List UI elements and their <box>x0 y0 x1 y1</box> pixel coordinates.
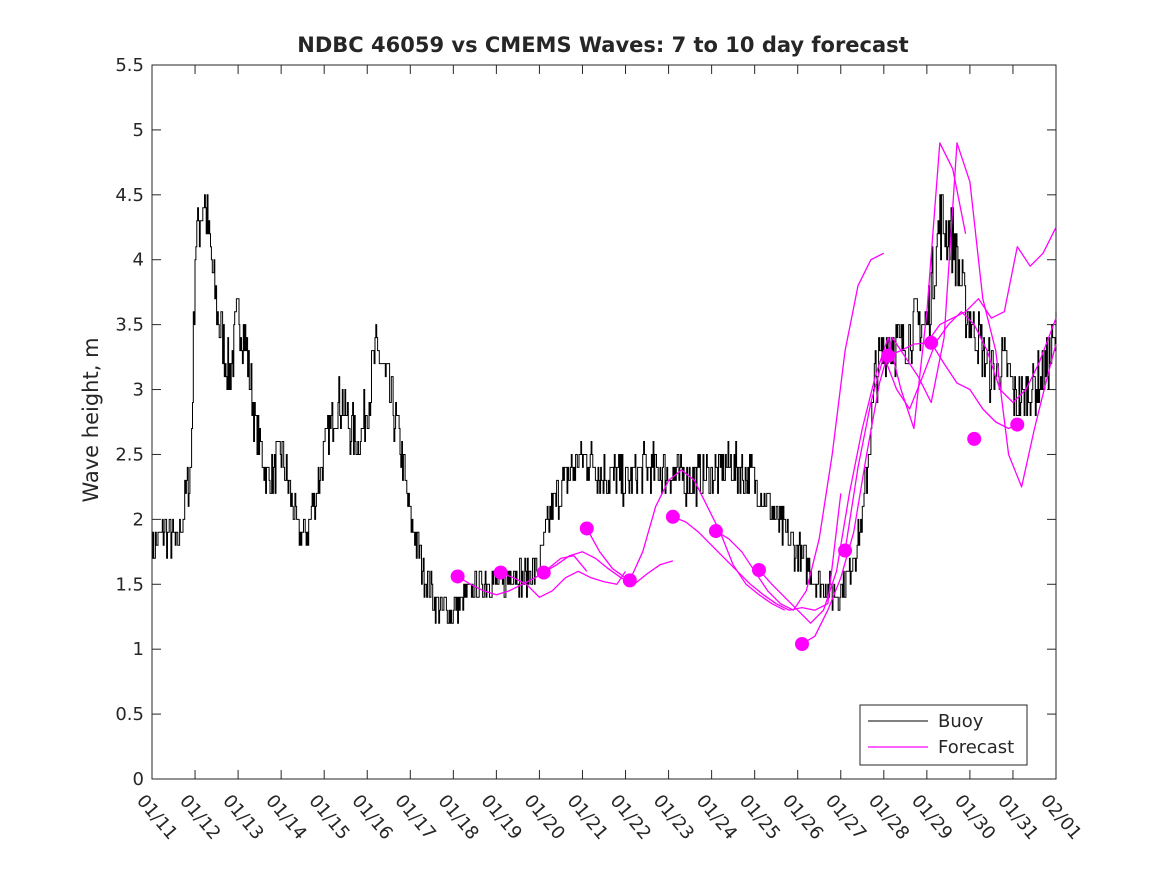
forecast-run-line-1 <box>457 555 588 596</box>
y-tick-label: 2 <box>133 509 144 530</box>
buoy-series-line <box>152 194 1057 624</box>
forecast-marker <box>579 521 594 536</box>
forecast-run-line-6 <box>672 493 842 611</box>
forecast-marker <box>493 565 508 580</box>
forecast-marker <box>536 565 551 580</box>
forecast-marker <box>665 509 680 524</box>
forecast-run-line-3 <box>543 551 674 585</box>
forecast-marker <box>967 431 982 446</box>
y-axis-label: Wave height, m <box>79 337 103 502</box>
chart-title: NDBC 46059 vs CMEMS Waves: 7 to 10 day f… <box>297 33 908 57</box>
y-tick-label: 0.5 <box>115 704 144 725</box>
forecast-marker <box>622 573 637 588</box>
legend-box <box>859 704 1028 766</box>
forecast-marker <box>1010 417 1025 432</box>
y-tick-label: 1.5 <box>115 574 144 595</box>
forecast-run-line-5 <box>629 469 786 611</box>
forecast-marker <box>838 543 853 558</box>
legend-buoy-label: Buoy <box>938 711 984 732</box>
axes-box <box>151 64 1057 780</box>
plot-area <box>152 142 1057 651</box>
forecast-marker <box>795 636 810 651</box>
forecast-marker <box>881 348 896 363</box>
axes-frame <box>151 64 1057 780</box>
y-tick-label: 3.5 <box>115 315 144 336</box>
forecast-run-line-9 <box>801 142 1057 645</box>
legend: Buoy Forecast <box>859 704 1028 766</box>
forecast-marker <box>751 562 766 577</box>
y-tick-label: 3 <box>133 380 144 401</box>
y-tick-label: 2.5 <box>115 444 144 465</box>
y-tick-label: 5.5 <box>115 55 144 76</box>
y-tick-label: 1 <box>133 639 144 660</box>
y-tick-label: 4 <box>133 250 144 271</box>
y-tick-label: 4.5 <box>115 185 144 206</box>
y-tick-label: 5 <box>133 120 144 141</box>
forecast-marker <box>924 335 939 350</box>
forecast-run-line-2 <box>500 570 627 598</box>
forecast-run-line-4 <box>586 528 626 579</box>
forecast-marker <box>708 524 723 539</box>
forecast-run-line-7 <box>715 252 885 611</box>
legend-forecast-label: Forecast <box>938 737 1014 758</box>
y-tick-label: 0 <box>133 769 144 790</box>
forecast-run-line-11 <box>887 227 1057 357</box>
forecast-run-line-12 <box>930 342 1022 430</box>
forecast-run-line-8 <box>758 142 967 624</box>
forecast-marker <box>450 569 465 584</box>
forecast-run-line-10 <box>844 311 1057 551</box>
